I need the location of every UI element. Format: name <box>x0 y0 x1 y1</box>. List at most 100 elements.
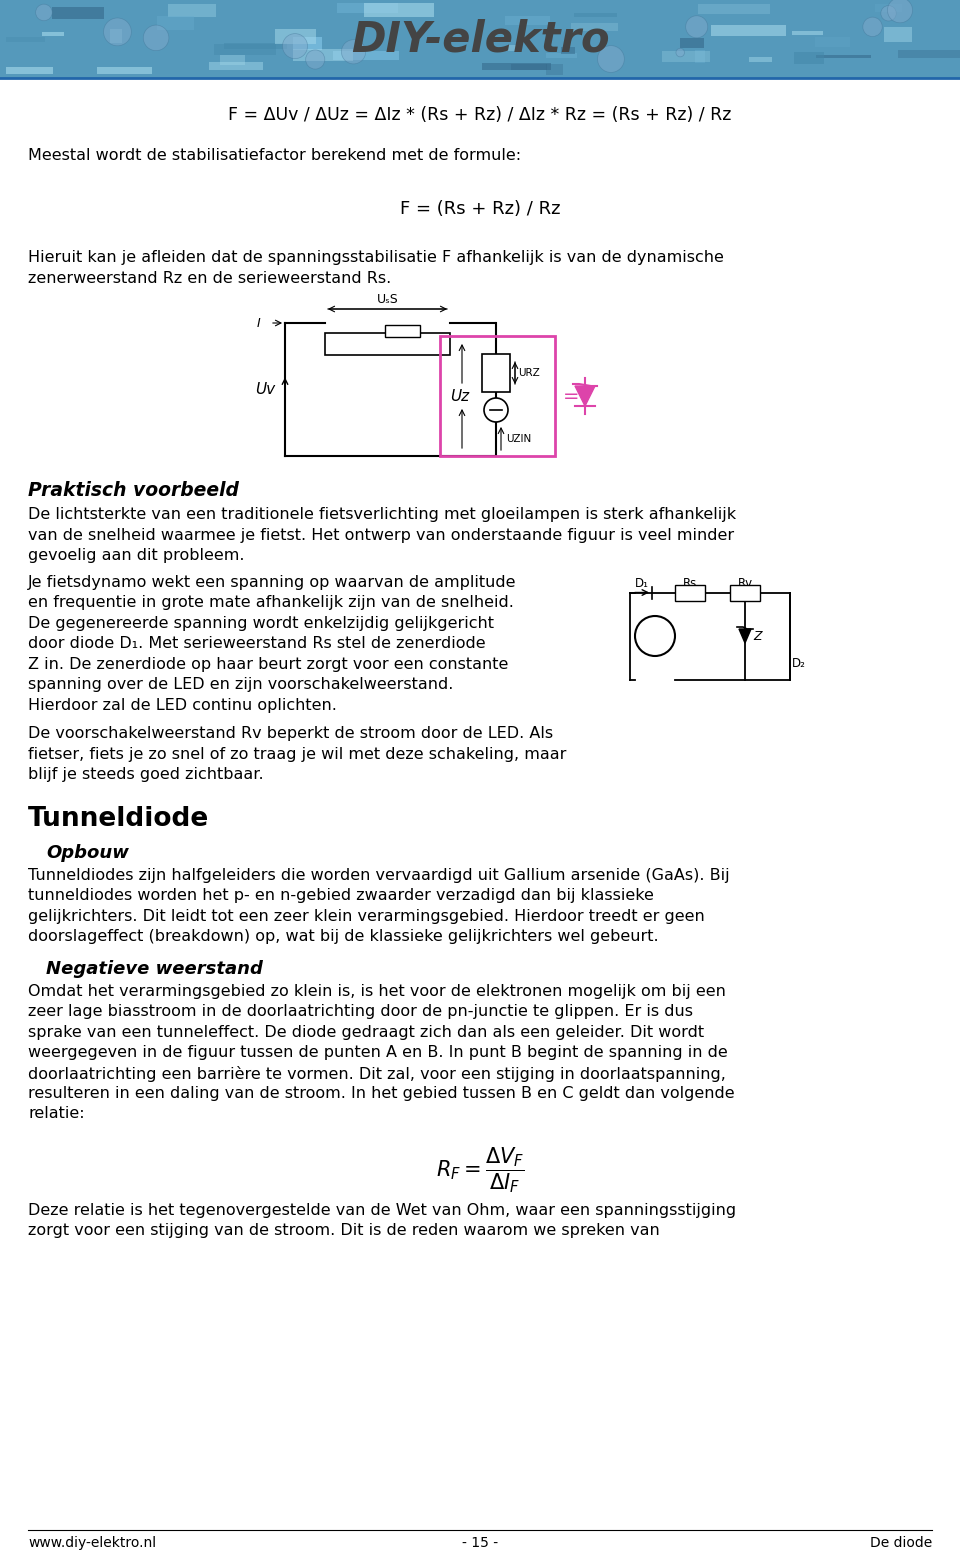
Bar <box>482 354 510 392</box>
Text: UₛS: UₛS <box>376 293 398 306</box>
Bar <box>815 36 850 47</box>
Bar <box>42 31 63 36</box>
Text: F = (Rs + Rz) / Rz: F = (Rs + Rz) / Rz <box>399 201 561 218</box>
Text: sprake van een tunneleffect. De diode gedraagt zich dan als een geleider. Dit wo: sprake van een tunneleffect. De diode ge… <box>28 1024 704 1040</box>
Bar <box>661 50 709 63</box>
Text: gevoelig aan dit probleem.: gevoelig aan dit probleem. <box>28 547 245 563</box>
Polygon shape <box>575 386 595 406</box>
Circle shape <box>104 17 132 45</box>
Bar <box>711 25 786 36</box>
Circle shape <box>676 49 684 56</box>
Text: gelijkrichters. Dit leidt tot een zeer klein verarmingsgebied. Hierdoor treedt e: gelijkrichters. Dit leidt tot een zeer k… <box>28 908 705 924</box>
Text: =: = <box>563 386 580 406</box>
Bar <box>0 0 960 78</box>
Bar <box>209 63 263 71</box>
Bar <box>52 8 105 19</box>
Text: UZIN: UZIN <box>506 434 531 444</box>
Text: zeer lage biasstroom in de doorlaatrichting door de pn-junctie te glippen. Er is: zeer lage biasstroom in de doorlaatricht… <box>28 1004 693 1019</box>
Bar <box>507 45 518 50</box>
Bar <box>675 585 705 601</box>
Bar <box>7 36 45 42</box>
Bar <box>680 38 705 49</box>
Text: tunneldiodes worden het p- en n-gebied zwaarder verzadigd dan bij klassieke: tunneldiodes worden het p- en n-gebied z… <box>28 887 654 903</box>
Bar <box>574 13 617 17</box>
Bar <box>440 336 555 456</box>
Text: Tunneldiodes zijn halfgeleiders die worden vervaardigd uit Gallium arsenide (GaA: Tunneldiodes zijn halfgeleiders die word… <box>28 867 730 883</box>
Text: De gegenereerde spanning wordt enkelzijdig gelijkgericht: De gegenereerde spanning wordt enkelzijd… <box>28 616 494 630</box>
Text: zorgt voor een stijging van de stroom. Dit is de reden waarom we spreken van: zorgt voor een stijging van de stroom. D… <box>28 1223 660 1239</box>
Bar <box>275 30 316 44</box>
Circle shape <box>305 50 324 69</box>
Text: G: G <box>649 629 660 643</box>
Bar <box>730 585 760 601</box>
Polygon shape <box>739 629 751 643</box>
Circle shape <box>881 6 897 20</box>
Text: relatie:: relatie: <box>28 1107 84 1121</box>
Bar <box>156 16 194 30</box>
Bar <box>546 64 563 75</box>
Bar <box>571 22 618 31</box>
Text: doorslageffect (breakdown) op, wat bij de klassieke gelijkrichters wel gebeurt.: doorslageffect (breakdown) op, wat bij d… <box>28 928 659 944</box>
Bar <box>7 67 53 74</box>
Text: en frequentie in grote mate afhankelijk zijn van de snelheid.: en frequentie in grote mate afhankelijk … <box>28 594 514 610</box>
Bar <box>794 52 824 64</box>
Bar <box>561 47 575 55</box>
Bar <box>816 55 872 58</box>
Text: Rv: Rv <box>737 577 753 590</box>
Text: De lichtsterkte van een traditionele fietsverlichting met gloeilampen is sterk a: De lichtsterkte van een traditionele fie… <box>28 506 736 522</box>
Bar <box>546 53 577 58</box>
Bar <box>333 52 399 60</box>
Text: $R_F = \dfrac{\Delta V_F}{\Delta I_F}$: $R_F = \dfrac{\Delta V_F}{\Delta I_F}$ <box>436 1145 524 1195</box>
Text: I: I <box>256 317 260 329</box>
Text: doorlaatrichting een barrière te vormen. Dit zal, voor een stijging in doorlaats: doorlaatrichting een barrière te vormen.… <box>28 1066 726 1082</box>
Text: zenerweerstand Rz en de serieweerstand Rs.: zenerweerstand Rz en de serieweerstand R… <box>28 271 392 285</box>
Text: Negatieve weerstand: Negatieve weerstand <box>46 960 263 977</box>
Text: Deze relatie is het tegenovergestelde van de Wet van Ohm, waar een spanningsstij: Deze relatie is het tegenovergestelde va… <box>28 1203 736 1218</box>
Bar <box>325 332 450 354</box>
Circle shape <box>863 17 882 36</box>
Text: De diode: De diode <box>870 1537 932 1551</box>
Text: De voorschakelweerstand Rv beperkt de stroom door de LED. Als: De voorschakelweerstand Rv beperkt de st… <box>28 726 553 742</box>
Text: Je fietsdynamo wekt een spanning op waarvan de amplitude: Je fietsdynamo wekt een spanning op waar… <box>28 574 516 590</box>
Bar <box>213 44 276 55</box>
Bar <box>898 50 960 58</box>
Circle shape <box>36 5 52 20</box>
Text: Meestal wordt de stabilisatiefactor berekend met de formule:: Meestal wordt de stabilisatiefactor bere… <box>28 147 521 163</box>
Circle shape <box>597 45 624 72</box>
Text: Rs: Rs <box>683 577 697 590</box>
Text: F = ΔUv / ΔUz = ΔIz * (Rs + Rz) / ΔIz * Rz = (Rs + Rz) / Rz: F = ΔUv / ΔUz = ΔIz * (Rs + Rz) / ΔIz * … <box>228 107 732 124</box>
Text: Rs = 144Ω: Rs = 144Ω <box>354 337 421 351</box>
Circle shape <box>685 16 708 38</box>
Bar <box>220 55 245 64</box>
Bar <box>109 30 122 44</box>
Bar <box>695 50 706 63</box>
Bar <box>337 3 398 13</box>
Circle shape <box>143 25 169 50</box>
Bar <box>749 56 772 63</box>
Circle shape <box>342 39 366 64</box>
Circle shape <box>282 33 307 58</box>
Bar <box>293 38 322 50</box>
Text: Rz: Rz <box>490 368 503 378</box>
Bar <box>698 3 770 14</box>
Text: D₂: D₂ <box>792 657 805 670</box>
Text: van de snelheid waarmee je fietst. Het ontwerp van onderstaande figuur is veel m: van de snelheid waarmee je fietst. Het o… <box>28 527 734 543</box>
Text: www.diy-elektro.nl: www.diy-elektro.nl <box>28 1537 156 1551</box>
Bar <box>875 3 902 13</box>
Text: URZ: URZ <box>518 368 540 378</box>
Text: Uv: Uv <box>254 383 275 397</box>
Bar <box>97 67 152 74</box>
Text: resulteren in een daling van de stroom. In het gebied tussen B en C geldt dan vo: resulteren in een daling van de stroom. … <box>28 1087 734 1101</box>
Bar <box>792 30 823 34</box>
Bar <box>884 27 912 42</box>
Circle shape <box>635 616 675 655</box>
Bar <box>168 5 216 17</box>
Bar <box>294 49 353 61</box>
Text: blijf je steeds goed zichtbaar.: blijf je steeds goed zichtbaar. <box>28 767 264 782</box>
Text: fietser, fiets je zo snel of zo traag je wil met deze schakeling, maar: fietser, fiets je zo snel of zo traag je… <box>28 746 566 762</box>
Text: Tunneldiode: Tunneldiode <box>28 806 209 831</box>
Text: Praktisch voorbeeld: Praktisch voorbeeld <box>28 481 239 500</box>
Text: Omdat het verarmingsgebied zo klein is, is het voor de elektronen mogelijk om bi: Omdat het verarmingsgebied zo klein is, … <box>28 983 726 999</box>
Text: Hierdoor zal de LED continu oplichten.: Hierdoor zal de LED continu oplichten. <box>28 698 337 712</box>
Bar <box>512 64 547 71</box>
